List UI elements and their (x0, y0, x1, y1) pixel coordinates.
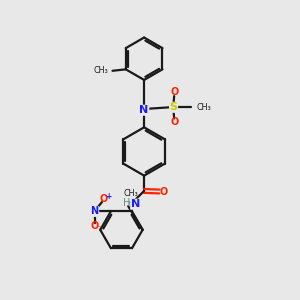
Text: H: H (123, 198, 130, 208)
Text: ⁻: ⁻ (98, 224, 102, 232)
Text: N: N (131, 199, 140, 209)
Text: O: O (159, 187, 167, 196)
Text: O: O (170, 117, 178, 127)
Text: N: N (140, 105, 149, 115)
Text: O: O (170, 87, 178, 97)
Text: CH₃: CH₃ (196, 103, 211, 112)
Text: +: + (105, 192, 111, 201)
Text: CH₃: CH₃ (123, 189, 138, 198)
Text: O: O (99, 194, 108, 204)
Text: CH₃: CH₃ (93, 66, 108, 75)
Text: S: S (169, 102, 178, 112)
Text: O: O (91, 220, 99, 231)
Text: N: N (91, 206, 99, 216)
